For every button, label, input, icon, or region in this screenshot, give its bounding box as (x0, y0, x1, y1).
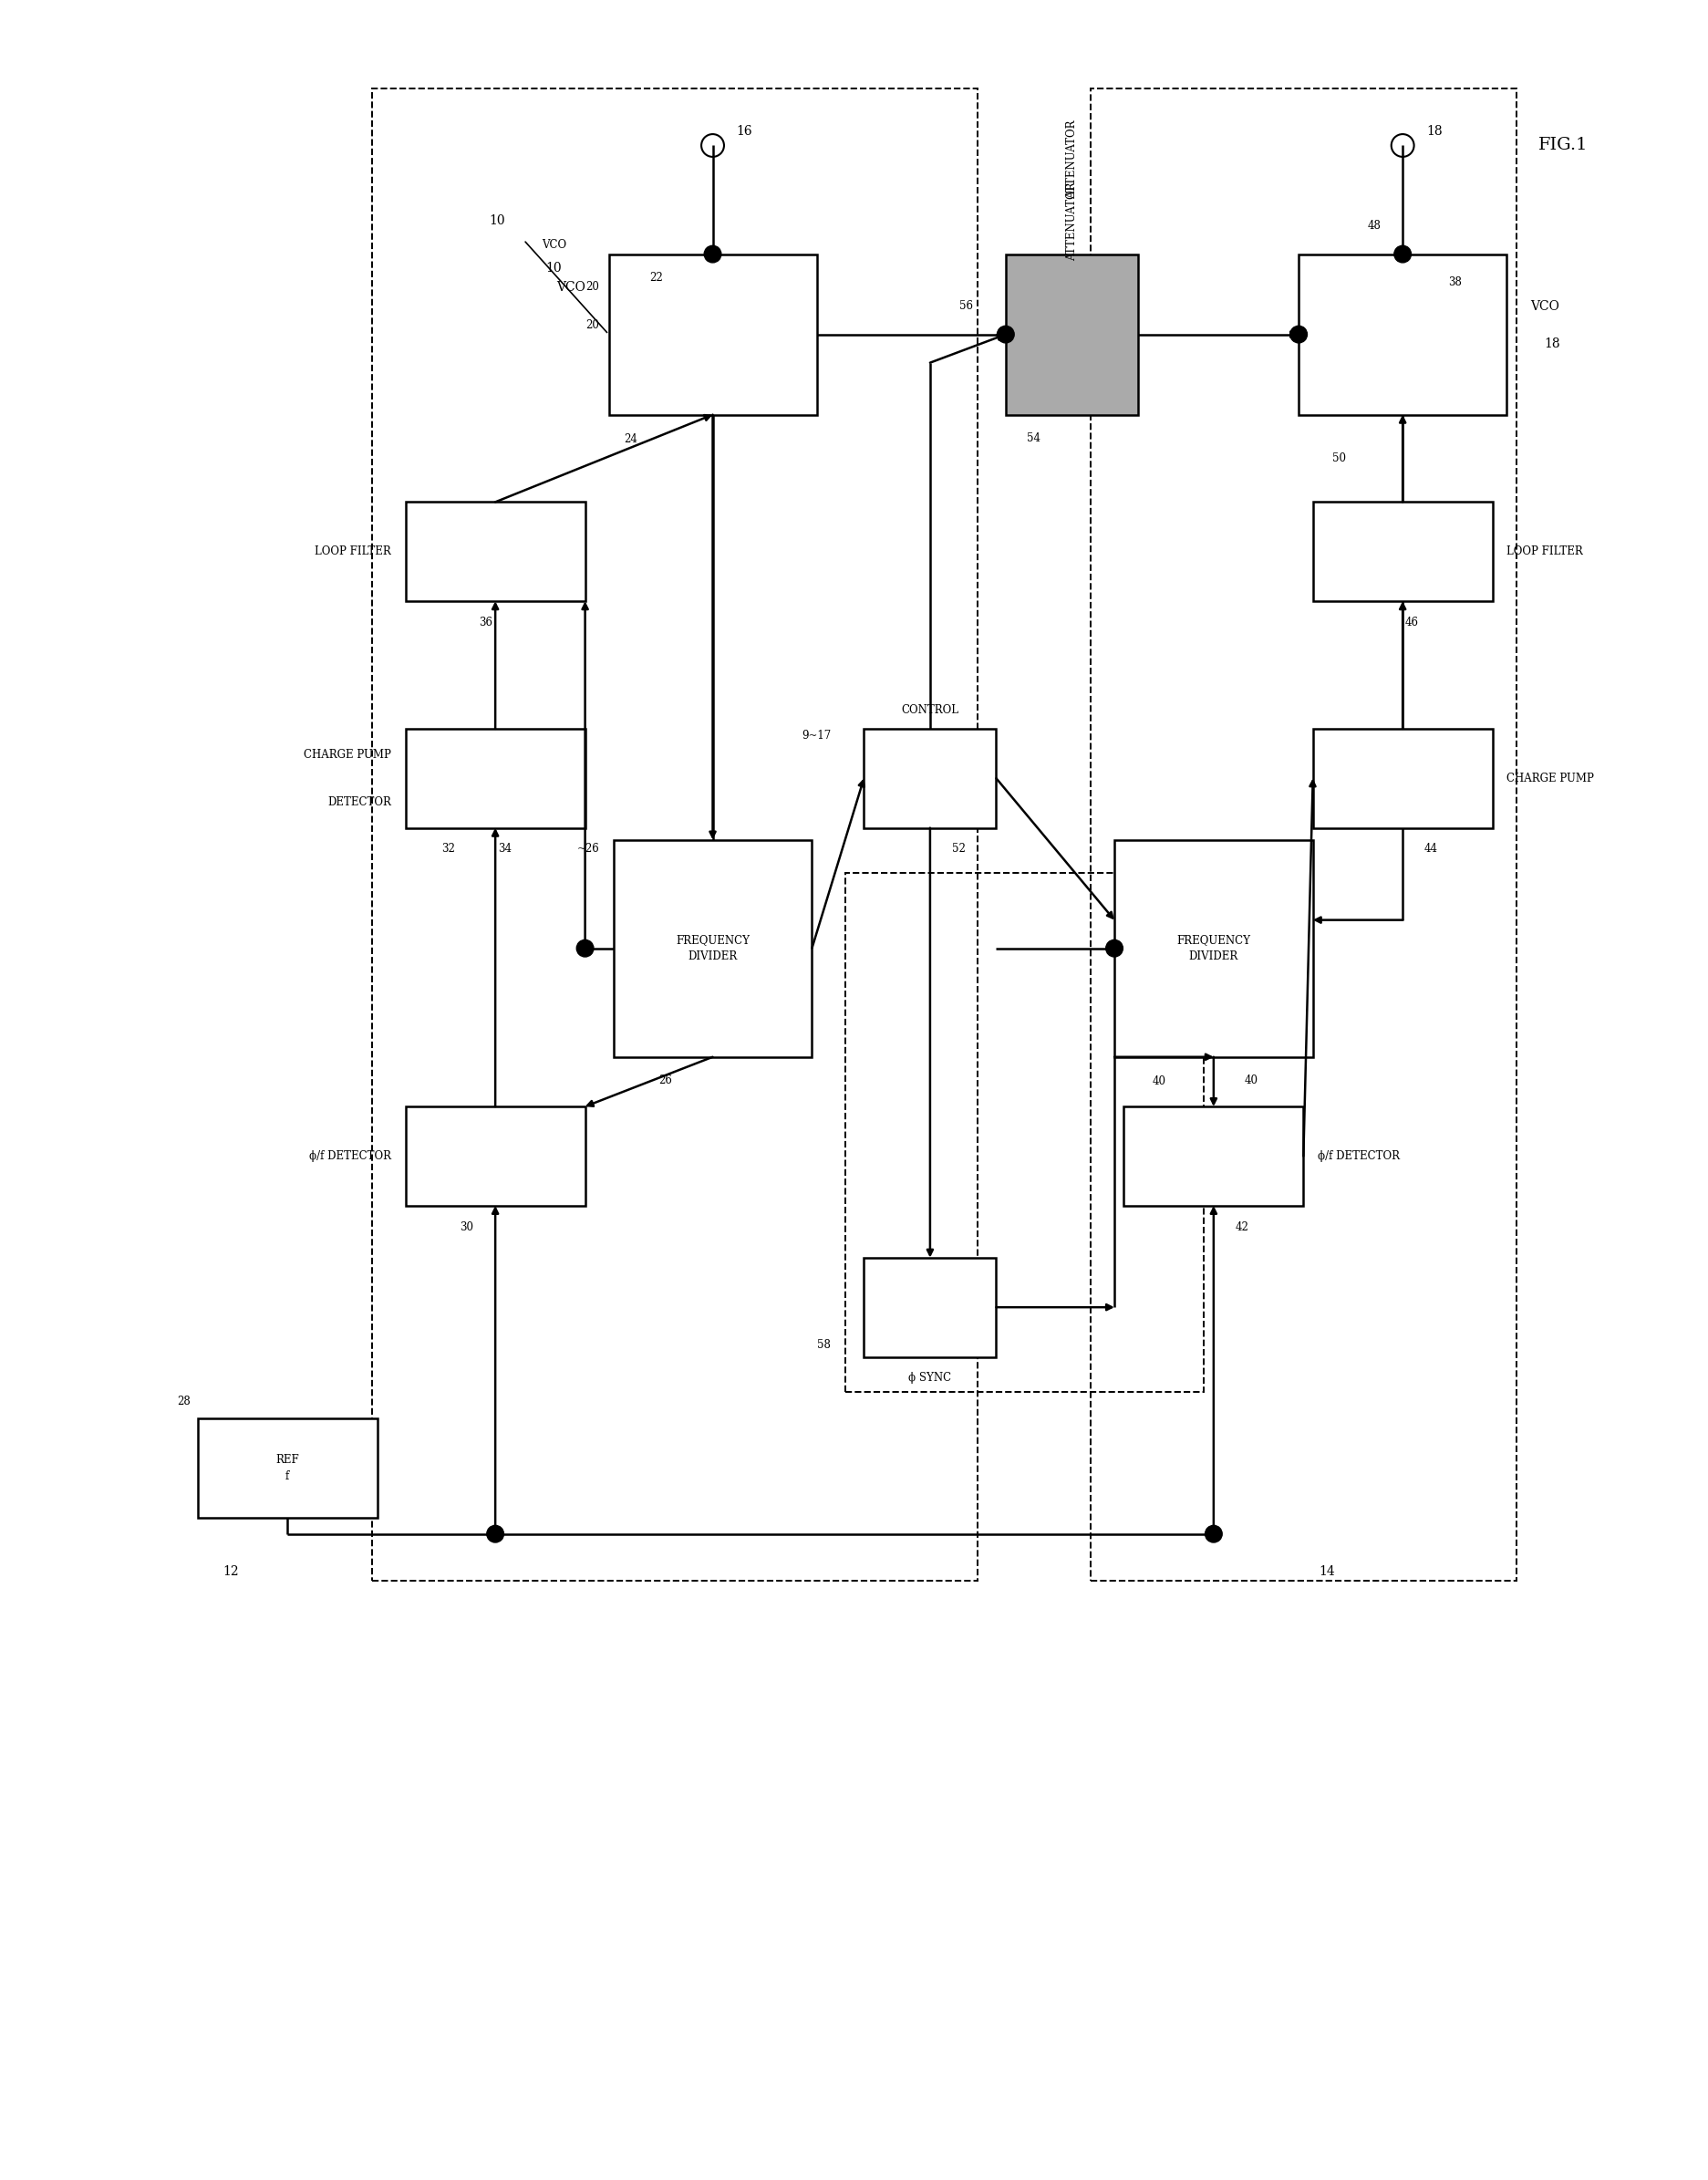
Text: FIG.1: FIG.1 (1537, 137, 1587, 153)
Text: 44: 44 (1423, 844, 1436, 855)
Text: 22: 22 (649, 272, 663, 283)
Bar (198, 1419, 377, 1517)
Circle shape (1204, 1526, 1221, 1543)
Bar (1004, 255, 1138, 414)
Text: 56: 56 (958, 301, 972, 312)
Bar (1090, 89, 1515, 1580)
Text: FREQUENCY
DIVIDER: FREQUENCY DIVIDER (1177, 935, 1250, 961)
Text: LOOP FILTER: LOOP FILTER (1506, 545, 1582, 558)
Circle shape (1105, 940, 1122, 957)
Text: 12: 12 (222, 1565, 239, 1578)
Bar (405, 501, 584, 602)
Bar (1298, 255, 1506, 414)
Circle shape (1394, 246, 1411, 262)
Text: 28: 28 (176, 1395, 190, 1408)
Text: 46: 46 (1404, 617, 1418, 628)
Text: 32: 32 (441, 844, 454, 855)
Bar (864, 1258, 996, 1356)
Text: 38: 38 (1447, 277, 1460, 288)
Text: 24: 24 (623, 434, 637, 445)
Text: CHARGE PUMP: CHARGE PUMP (1506, 772, 1594, 785)
Bar (405, 1107, 584, 1206)
Circle shape (997, 325, 1013, 342)
Text: LOOP FILTER: LOOP FILTER (314, 545, 391, 558)
Text: ATTENUATOR: ATTENUATOR (1066, 181, 1078, 259)
Bar (1312, 501, 1491, 602)
Text: CHARGE PUMP: CHARGE PUMP (304, 748, 391, 761)
Text: 9~17: 9~17 (801, 730, 830, 741)
Circle shape (704, 246, 721, 262)
Text: ATTENUATOR: ATTENUATOR (1066, 120, 1078, 198)
Circle shape (487, 1526, 504, 1543)
Text: ϕ/f DETECTOR: ϕ/f DETECTOR (1317, 1151, 1399, 1162)
Bar (864, 728, 996, 828)
Text: 20: 20 (586, 318, 600, 331)
Text: 10: 10 (545, 262, 562, 275)
Text: 18: 18 (1426, 124, 1442, 137)
Bar (1124, 1107, 1303, 1206)
Bar (844, 872, 1204, 1393)
Bar (613, 839, 811, 1057)
Text: 34: 34 (497, 844, 511, 855)
Bar (1114, 839, 1312, 1057)
Text: 26: 26 (658, 1075, 671, 1086)
Text: 20: 20 (586, 281, 600, 292)
Text: REF
f: REF f (275, 1454, 299, 1482)
Text: CONTROL: CONTROL (900, 704, 958, 715)
Text: 18: 18 (1544, 338, 1559, 351)
Text: ~26: ~26 (576, 844, 600, 855)
Text: 42: 42 (1235, 1221, 1249, 1234)
Circle shape (576, 940, 593, 957)
Text: ϕ/f DETECTOR: ϕ/f DETECTOR (309, 1151, 391, 1162)
Bar (372, 89, 977, 1580)
Text: 48: 48 (1366, 220, 1380, 231)
Text: 40: 40 (1243, 1075, 1257, 1086)
Circle shape (1290, 325, 1307, 342)
Text: 16: 16 (736, 124, 752, 137)
Text: 36: 36 (478, 617, 492, 628)
Text: VCO: VCO (541, 240, 565, 251)
Text: VCO: VCO (1529, 299, 1558, 312)
Text: 50: 50 (1332, 453, 1346, 464)
Text: 54: 54 (1027, 432, 1040, 445)
Bar (405, 728, 584, 828)
Bar (1312, 728, 1491, 828)
Text: 10: 10 (488, 214, 504, 227)
Text: 52: 52 (951, 844, 965, 855)
Text: 30: 30 (459, 1221, 473, 1234)
Text: FREQUENCY
DIVIDER: FREQUENCY DIVIDER (675, 935, 750, 961)
Text: 14: 14 (1319, 1565, 1334, 1578)
Bar (608, 255, 816, 414)
Text: VCO: VCO (555, 281, 584, 294)
Text: 40: 40 (1153, 1075, 1167, 1088)
Text: 58: 58 (816, 1339, 830, 1352)
Text: DETECTOR: DETECTOR (328, 796, 391, 809)
Text: ϕ SYNC: ϕ SYNC (909, 1371, 951, 1384)
